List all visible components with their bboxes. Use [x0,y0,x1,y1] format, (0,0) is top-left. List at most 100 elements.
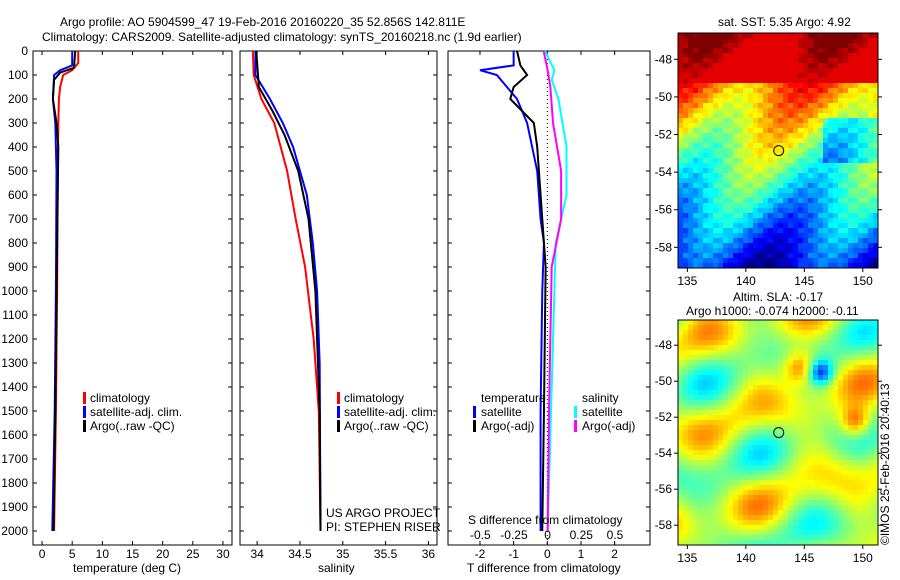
depth-tick-label: 1100 [2,308,28,322]
profile-line-argo-raw-qc- [255,50,322,532]
profile-line-temperature-satellite [479,51,545,531]
depth-tick-label: 800 [8,236,28,250]
depth-tick-label: 400 [8,140,28,154]
lat-tick-label: -56 [655,482,673,496]
depth-tick-label: 1700 [1,452,28,466]
legend-swatch-argo [83,420,86,432]
tdiff-xlabel: T difference from climatology [467,561,621,575]
depth-tick-label: 100 [8,68,28,82]
depth-tick-label: 600 [8,188,28,202]
x-tick-label: 0 [39,547,46,561]
title-line1: Argo profile: AO 5904599_47 19-Feb-2016 … [60,15,465,29]
sla-map-title: Altim. SLA: -0.17 [733,290,823,304]
lat-tick-label: -50 [655,90,673,104]
depth-tick-label: 1300 [1,356,28,370]
project-name: US ARGO PROJECT [326,506,441,520]
sst-map-title: sat. SST: 5.35 Argo: 4.92 [718,15,851,29]
x-tick-label: 0 [544,547,551,561]
x-tick-label: 35 [336,547,350,561]
depth-tick-label: 1800 [1,476,28,490]
s-diff-tick-label: -0.25 [500,528,528,542]
legend-swatch-satellite [337,406,340,418]
lon-tick-label: 150 [853,274,873,288]
x-tick-label: 10 [96,547,110,561]
plot-frame [32,50,233,546]
legend-s-argo: Argo(-adj) [582,419,635,433]
lat-tick-label: -54 [655,165,673,179]
diff-legend: temperature satellite Argo(-adj) salinit… [473,391,635,433]
lat-tick-label: -56 [655,203,673,217]
title-line2: Climatology: CARS2009. Satellite-adjuste… [42,30,522,44]
legend-swatch-climatology [83,392,86,404]
depth-tick-label: 700 [8,212,28,226]
x-tick-label: 34 [250,547,264,561]
legend-satellite: satellite-adj. clim. [90,405,182,419]
depth-tick-label: 1200 [1,332,28,346]
lon-tick-label: 140 [736,551,756,565]
s-diff-tick-label: 0.5 [607,528,624,542]
temp-xlabel: temperature (deg C) [73,561,181,575]
plot-frame [239,50,438,546]
plot-frame [447,50,651,546]
legend-t-satellite: satellite [481,405,522,419]
sal-legend: climatology satellite-adj. clim. Argo(..… [337,391,436,433]
lat-tick-label: -58 [655,240,673,254]
x-tick-label: 20 [156,547,170,561]
legend-swatch-climatology [337,392,340,404]
depth-tick-label: 1400 [1,380,28,394]
legend-s-satellite: satellite [582,405,623,419]
legend-climatology: climatology [344,391,404,405]
profile-line-salinity-satellite [544,50,568,532]
x-tick-label: 25 [186,547,200,561]
sal-xlabel: salinity [318,561,355,575]
credit-stamp: ©IMOS 25-Feb-2016 20:40:13 [878,383,892,545]
lon-tick-label: 145 [794,551,814,565]
profile-line-salinity-argo-adj- [542,50,563,532]
x-tick-label: 35.5 [374,547,398,561]
legend-satellite: satellite-adj. clim. [344,405,436,419]
depth-tick-label: 900 [8,260,28,274]
depth-tick-label: 300 [8,116,28,130]
lat-tick-label: -48 [655,338,673,352]
lon-tick-label: 135 [677,274,697,288]
depth-tick-label: 500 [8,164,28,178]
x-tick-label: -2 [475,547,486,561]
legend-temperature-heading: temperature [481,391,546,405]
depth-tick-label: 2000 [1,524,28,538]
depth-tick-label: 0 [21,44,28,58]
sst-map [678,33,878,268]
legend-swatch-s-satellite [574,406,577,418]
lon-tick-label: 140 [736,274,756,288]
argo-position-marker [773,427,785,439]
depth-tick-label: 1600 [1,428,28,442]
legend-swatch-satellite [83,406,86,418]
legend-swatch-t-satellite [473,406,476,418]
lon-tick-label: 145 [794,274,814,288]
legend-climatology: climatology [90,391,150,405]
lat-tick-label: -52 [655,128,673,142]
x-tick-label: -1 [508,547,519,561]
legend-argo: Argo(..raw -QC) [344,419,429,433]
x-tick-label: 1 [578,547,585,561]
lat-tick-label: -50 [655,374,673,388]
legend-swatch-s-argo [574,420,577,432]
lon-tick-label: 135 [677,551,697,565]
lon-tick-label: 150 [853,551,873,565]
x-tick-label: 5 [69,547,76,561]
project-pi: PI: STEPHEN RISER [326,520,441,534]
legend-swatch-argo [337,420,340,432]
argo-height-readout: Argo h1000: -0.074 h2000: -0.11 [686,304,859,318]
x-tick-label: 34.5 [288,547,312,561]
s-diff-tick-label: 0.25 [570,528,594,542]
lat-tick-label: -58 [655,518,673,532]
depth-tick-label: 1000 [1,284,28,298]
profile-line-climatology [251,50,322,532]
x-tick-label: 36 [422,547,436,561]
profile-line-argo-raw-qc- [51,50,77,532]
legend-argo: Argo(..raw -QC) [90,419,175,433]
lat-tick-label: -48 [655,52,673,66]
sdiff-xlabel: S difference from climatology [468,513,623,527]
x-tick-label: 2 [611,547,618,561]
x-tick-label: 15 [126,547,140,561]
